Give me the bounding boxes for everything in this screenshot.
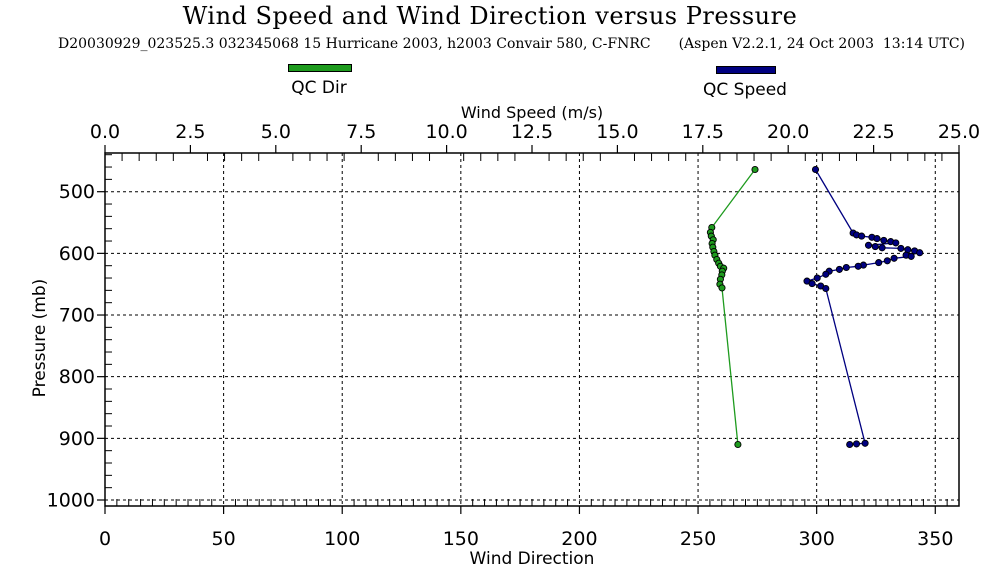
data-point-qc-speed: [875, 259, 883, 267]
data-point-qc-speed: [880, 236, 888, 244]
data-point-qc-speed: [892, 239, 900, 247]
sounding-id-text: D20030929_023525.3 032345068 15 Hurrican…: [58, 36, 651, 52]
tick-label: 17.5: [682, 121, 724, 143]
tick-label: 100: [324, 528, 360, 550]
version-timestamp-text: (Aspen V2.2.1, 24 Oct 2003 13:14 UTC): [678, 36, 965, 52]
tick-label: 250: [680, 528, 716, 550]
page-title: Wind Speed and Wind Direction versus Pre…: [182, 2, 798, 30]
tick-label: 150: [443, 528, 479, 550]
tick-label: 500: [59, 181, 95, 203]
series-layer: [706, 165, 924, 449]
data-point-qc-dir: [734, 440, 742, 449]
data-point-qc-speed: [861, 439, 869, 447]
data-point-qc-speed: [897, 244, 905, 252]
tick-label: 800: [59, 366, 95, 388]
data-point-qc-speed: [835, 265, 843, 273]
legend-label-qc-speed: QC Speed: [703, 80, 787, 100]
top-axis-title: Wind Speed (m/s): [460, 103, 604, 122]
data-point-qc-speed: [871, 243, 879, 251]
data-point-qc-speed: [822, 284, 830, 293]
plot-box: [104, 152, 960, 507]
series-line-qc-dir: [709, 169, 756, 445]
axis-ticks: [97, 145, 960, 514]
data-point-qc-speed: [842, 263, 850, 272]
data-point-qc-speed: [907, 252, 915, 260]
data-point-qc-dir: [751, 165, 759, 174]
tick-label: 0: [99, 528, 111, 550]
tick-label: 300: [799, 528, 835, 550]
series-line-qc-speed: [805, 169, 923, 446]
legend-swatch-qc-speed: [716, 66, 776, 74]
tick-label: 350: [917, 528, 953, 550]
data-point-qc-speed: [864, 241, 873, 249]
tick-label: 7.5: [346, 121, 376, 143]
tick-label: 1000: [47, 490, 95, 512]
data-point-qc-speed: [846, 440, 854, 449]
data-point-qc-speed: [811, 165, 820, 174]
tick-label: 200: [561, 528, 597, 550]
tick-label: 50: [212, 528, 236, 550]
data-point-qc-speed: [854, 262, 862, 270]
tick-label: 15.0: [596, 121, 638, 143]
tick-labels: 0.0 2.5 5.0 7.5 10.0 12.5 15.0 17.5 20.0 22.5 25.0…: [47, 121, 981, 550]
legend-label-qc-dir: QC Dir: [291, 78, 347, 98]
tick-label: 0.0: [90, 121, 120, 143]
data-point-qc-speed: [878, 244, 886, 252]
legend-swatch-qc-dir: [288, 64, 352, 72]
data-point-qc-speed: [883, 257, 891, 265]
data-point-qc-speed: [808, 280, 816, 288]
tick-label: 600: [59, 243, 95, 265]
tick-label: 2.5: [175, 121, 205, 143]
data-point-qc-dir: [718, 284, 726, 292]
tick-label: 22.5: [852, 121, 894, 143]
data-point-qc-speed: [822, 270, 830, 278]
tick-label: 700: [59, 305, 95, 327]
data-point-qc-speed: [916, 249, 924, 257]
tick-label: 900: [59, 428, 95, 450]
gridlines: [105, 153, 959, 506]
bottom-axis-title: Wind Direction: [469, 549, 595, 569]
tick-label: 12.5: [511, 121, 553, 143]
data-point-qc-speed: [813, 274, 821, 282]
tick-label: 5.0: [261, 121, 291, 143]
data-point-qc-speed: [873, 235, 881, 243]
tick-label: 25.0: [938, 121, 980, 143]
tick-label: 20.0: [767, 121, 809, 143]
subtitle-bar: D20030929_023525.3 032345068 15 Hurrican…: [58, 36, 965, 52]
data-point-qc-speed: [858, 232, 866, 240]
data-point-qc-speed: [852, 440, 861, 448]
tick-label: 10.0: [425, 121, 467, 143]
data-point-qc-speed: [890, 254, 898, 262]
